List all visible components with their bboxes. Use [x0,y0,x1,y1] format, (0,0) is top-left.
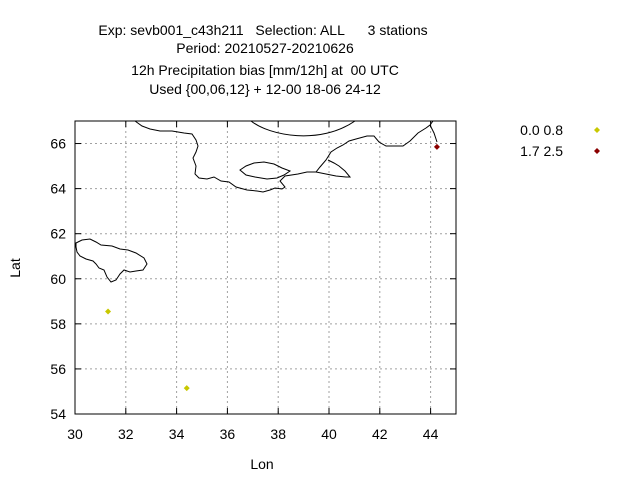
y-tick-label: 58 [50,316,66,332]
chart-title: Exp: sevb001_c43h211 Selection: ALL 3 st… [98,22,427,97]
y-tick-label: 54 [50,406,66,422]
x-tick-label: 30 [67,426,83,442]
title-line-1: Exp: sevb001_c43h211 Selection: ALL 3 st… [98,22,427,38]
legend: 0.0 0.8 1.7 2.5 [520,122,600,159]
x-tick-label: 36 [220,426,236,442]
x-tick-label: 42 [372,426,388,442]
x-tick-label: 32 [118,426,134,442]
y-tick-label: 64 [50,181,66,197]
data-point-series-2 [433,143,440,150]
title-line-4: Used {00,06,12} + 12-00 18-06 24-12 [149,81,381,97]
x-axis-ticks: 30 32 34 36 38 40 42 44 [67,121,439,442]
coastline-north [134,120,434,193]
y-tick-label: 66 [50,136,66,152]
title-line-2: Period: 20210527-20210626 [176,40,354,56]
x-tick-label: 40 [321,426,337,442]
legend-label: 0.0 0.8 [520,122,563,138]
y-tick-label: 56 [50,361,66,377]
data-point-series-1 [183,385,190,392]
legend-marker [594,148,600,154]
coastline-inner [239,161,292,180]
title-line-3: 12h Precipitation bias [mm/12h] at 00 UT… [131,62,399,78]
coastline-map [75,120,438,283]
y-tick-label: 60 [50,271,66,287]
coastline-bay [315,159,352,178]
data-points [105,143,440,392]
y-axis-label: Lat [7,258,23,278]
y-tick-label: 62 [50,226,66,242]
legend-marker [594,127,600,133]
data-point-series-1 [105,308,112,315]
coastline-arc [250,120,356,137]
plot-frame [74,120,457,415]
coastline-lake [75,238,148,283]
legend-label: 1.7 2.5 [520,143,563,159]
y-axis-ticks: 54 56 58 60 62 64 66 [50,136,456,422]
x-axis-label: Lon [250,456,273,472]
coastline-east [429,124,438,143]
x-tick-label: 44 [423,426,439,442]
x-tick-label: 38 [270,426,286,442]
grid-lines [75,121,456,414]
x-tick-label: 34 [169,426,185,442]
axes-frame [74,120,457,415]
